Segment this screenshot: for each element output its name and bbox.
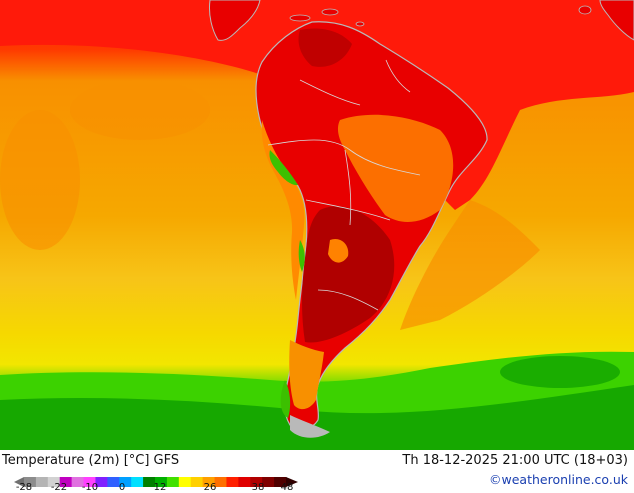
legend-tick-label: -28	[15, 482, 33, 493]
caribbean-islands	[289, 5, 592, 27]
south-atlantic-cool-patch	[500, 356, 620, 388]
legend-swatch	[202, 477, 216, 487]
brazil-highland-warm	[337, 114, 454, 222]
legend-swatch	[95, 477, 108, 487]
legend-swatch	[166, 477, 180, 487]
legend-tick-label: 12	[153, 482, 167, 493]
legend-swatch	[71, 477, 85, 487]
legend-swatch	[119, 477, 132, 487]
legend-swatch	[226, 477, 239, 487]
interior-hot-zone	[302, 206, 395, 343]
valid-time: Th 18-12-2025 21:00 UTC (18+03)	[402, 453, 628, 468]
andes-green-patch	[269, 150, 298, 186]
andes-green-patch-2	[298, 240, 305, 272]
legend-swatch	[274, 477, 287, 487]
legend-tick-label: 0	[118, 482, 126, 493]
legend-swatch	[262, 477, 275, 487]
legend-swatch	[35, 477, 49, 487]
pacific-warm-patch-2	[70, 80, 210, 140]
legend-swatch	[250, 477, 263, 487]
temperature-map	[0, 0, 634, 450]
legend-tick-label: 38	[251, 482, 265, 493]
legend-swatch	[238, 477, 251, 487]
atlantic-warm-tongue	[400, 200, 540, 330]
legend-tick-label: 26	[203, 482, 217, 493]
color-legend: -28 -22 -10 0 12 26 38 48	[14, 472, 304, 493]
legend-swatch	[83, 477, 96, 487]
pacific-warm-patch	[0, 110, 80, 250]
legend-low-arrow	[14, 477, 24, 487]
patagonia-green	[280, 380, 291, 418]
chaco-orange-patch	[328, 238, 349, 263]
legend-swatch	[143, 477, 156, 487]
legend-swatch	[24, 477, 37, 487]
map-canvas	[0, 0, 634, 450]
legend-tick-label: -22	[50, 482, 68, 493]
africa-edge	[599, 0, 634, 41]
legend-swatch	[47, 477, 61, 487]
legend-swatch	[214, 477, 227, 487]
andes-cool-strip	[261, 120, 305, 300]
legend-tick-label: 48	[280, 482, 294, 493]
legend-swatch	[59, 477, 73, 487]
northern-hot-zone	[298, 28, 352, 67]
legend-swatch	[178, 477, 192, 487]
central-america-land	[209, 0, 261, 41]
legend-swatch	[190, 477, 204, 487]
patagonia-warm	[289, 340, 324, 410]
credit-link[interactable]: ©weatheronline.co.uk	[489, 472, 628, 487]
legend-tick-label: -10	[81, 482, 99, 493]
tierra-del-fuego	[290, 415, 330, 438]
legend-swatch	[155, 477, 168, 487]
legend-high-arrow	[286, 477, 298, 487]
legend-swatch	[131, 477, 144, 487]
map-title: Temperature (2m) [°C] GFS	[2, 453, 180, 468]
legend-swatch	[107, 477, 120, 487]
country-borders	[267, 59, 421, 311]
legend-color-bar	[14, 477, 298, 487]
